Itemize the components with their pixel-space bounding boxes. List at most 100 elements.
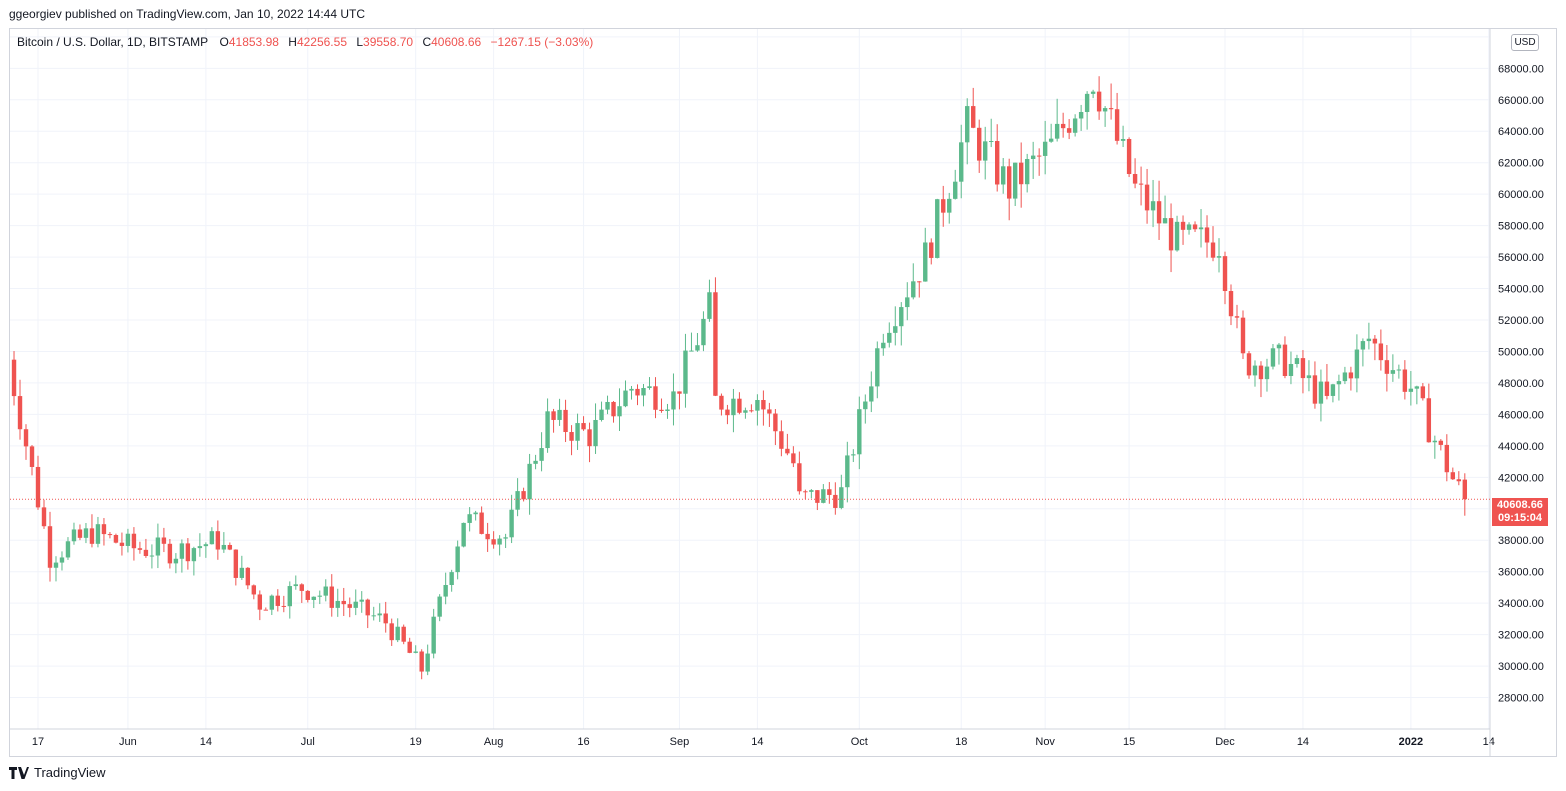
currency-badge[interactable]: USD xyxy=(1511,34,1539,51)
candle-body xyxy=(1054,123,1060,139)
candle-body xyxy=(1060,123,1066,129)
candle-body xyxy=(1198,227,1204,230)
candle-body xyxy=(917,281,922,283)
candle-body xyxy=(869,386,874,402)
candle-body xyxy=(833,494,838,508)
bar-countdown: 09:15:04 xyxy=(1497,512,1543,524)
candle-body xyxy=(791,453,796,464)
candle-body xyxy=(1300,358,1306,379)
candle-body xyxy=(317,595,322,597)
candle-body xyxy=(701,318,706,346)
candle-body xyxy=(1162,218,1168,224)
candle-body xyxy=(905,297,910,308)
candle-body xyxy=(899,307,904,327)
candle-body xyxy=(1234,316,1240,318)
last-price-value: 40608.66 xyxy=(1497,499,1543,511)
candle-body xyxy=(119,542,125,546)
candle-body xyxy=(743,410,748,413)
candle-body xyxy=(1000,166,1006,185)
candle-body xyxy=(1432,440,1438,443)
candle-body xyxy=(1384,360,1390,374)
candle-body xyxy=(53,562,59,568)
candle-body xyxy=(599,409,604,420)
candle-body xyxy=(1120,138,1126,141)
candle-body xyxy=(851,454,856,456)
candle-body xyxy=(41,507,47,527)
candle-body xyxy=(719,395,724,410)
candle-body xyxy=(1048,138,1054,142)
open-label: O xyxy=(219,35,229,49)
high-label: H xyxy=(288,35,297,49)
candle-body xyxy=(623,390,628,407)
candle-body xyxy=(377,613,382,616)
candle-body xyxy=(1396,369,1402,371)
candle-body xyxy=(137,548,143,550)
candle-body xyxy=(227,544,233,550)
candle-body xyxy=(101,524,107,535)
candle-body xyxy=(191,548,197,562)
candle-body xyxy=(1318,381,1324,404)
candle-body xyxy=(593,419,598,447)
candle-body xyxy=(665,409,670,412)
symbol-name: Bitcoin / U.S. Dollar, 1D, BITSTAMP xyxy=(17,35,209,49)
candle-body xyxy=(1222,256,1228,292)
x-tick-label: 2022 xyxy=(1399,736,1423,748)
candle-body xyxy=(485,533,490,540)
close-value: 40608.66 xyxy=(431,35,482,49)
candle-body xyxy=(491,539,496,545)
candle-body xyxy=(155,537,161,556)
candle-body xyxy=(887,332,892,343)
candle-body xyxy=(77,529,83,538)
candle-body xyxy=(1276,344,1282,349)
candle-body xyxy=(437,596,442,617)
x-tick-label: Sep xyxy=(670,736,690,748)
candle-body xyxy=(107,534,113,536)
candle-body xyxy=(1180,221,1186,230)
candle-body xyxy=(293,584,298,587)
candle-body xyxy=(1018,162,1024,185)
chart-frame[interactable] xyxy=(9,28,1557,757)
candle-body xyxy=(467,514,472,523)
candle-body xyxy=(947,198,952,213)
x-tick-label: 16 xyxy=(577,736,589,748)
candle-body xyxy=(11,359,17,397)
candle-body xyxy=(1228,291,1234,317)
candle-body xyxy=(17,396,23,430)
y-tick-label: 54000.00 xyxy=(1498,284,1544,296)
y-tick-label: 32000.00 xyxy=(1498,630,1544,642)
candle-body xyxy=(359,599,364,602)
candle-body xyxy=(443,585,448,597)
x-tick-label: Jun xyxy=(119,736,137,748)
candle-body xyxy=(323,586,328,596)
candle-body xyxy=(1036,155,1042,157)
y-tick-label: 30000.00 xyxy=(1498,661,1544,673)
candle-body xyxy=(1204,227,1210,243)
y-tick-label: 68000.00 xyxy=(1498,63,1544,75)
candle-body xyxy=(1114,109,1120,141)
y-tick-label: 60000.00 xyxy=(1498,189,1544,201)
candle-body xyxy=(1216,256,1222,258)
candle-body xyxy=(1144,184,1150,211)
candle-body xyxy=(773,413,778,432)
candle-body xyxy=(161,537,167,544)
candle-body xyxy=(1006,166,1012,199)
candle-body xyxy=(1102,108,1108,112)
candle-body xyxy=(983,141,988,161)
candle-body xyxy=(821,489,826,503)
candle-body xyxy=(431,616,436,654)
candle-body xyxy=(557,409,562,420)
candle-body xyxy=(305,590,310,600)
y-tick-label: 46000.00 xyxy=(1498,409,1544,421)
candle-body xyxy=(875,348,880,387)
candle-body xyxy=(1348,372,1354,379)
symbol-legend: Bitcoin / U.S. Dollar, 1D, BITSTAMP O418… xyxy=(17,35,599,49)
candle-body xyxy=(767,409,772,414)
candle-body xyxy=(149,555,155,557)
footer-brand[interactable]: TradingView xyxy=(9,765,106,780)
candle-body xyxy=(245,567,251,586)
candle-body xyxy=(395,626,400,641)
candle-body xyxy=(785,448,790,454)
candle-body xyxy=(455,546,460,573)
candle-body xyxy=(1426,398,1432,443)
